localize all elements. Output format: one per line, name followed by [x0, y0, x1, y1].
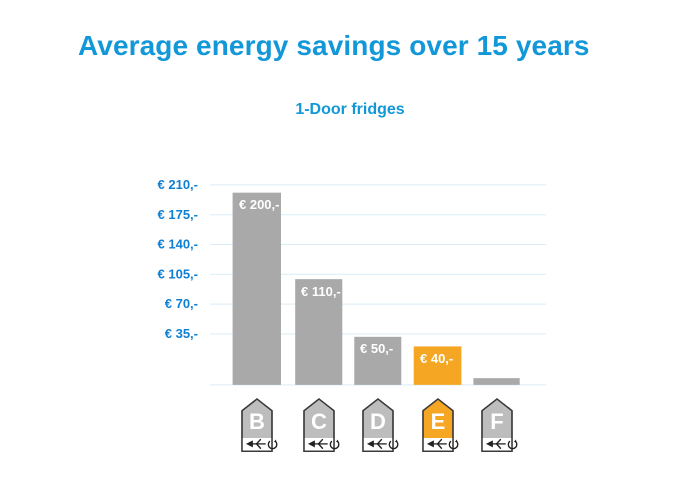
svg-text:B: B — [249, 409, 265, 434]
svg-text:E: E — [431, 409, 446, 434]
svg-text:€ 110,-: € 110,- — [301, 284, 341, 299]
svg-text:F: F — [490, 409, 503, 434]
svg-text:€ 35,-: € 35,- — [165, 326, 198, 341]
svg-text:€ 105,-: € 105,- — [158, 266, 198, 281]
svg-text:€ 70,-: € 70,- — [165, 296, 198, 311]
svg-text:€ 210,-: € 210,- — [158, 177, 198, 192]
svg-text:C: C — [311, 409, 327, 434]
svg-text:€ 200,-: € 200,- — [239, 197, 279, 212]
svg-text:€ 175,-: € 175,- — [158, 207, 198, 222]
svg-text:€ 50,-: € 50,- — [360, 341, 393, 356]
svg-text:€ 140,-: € 140,- — [158, 237, 198, 252]
svg-text:€ 40,-: € 40,- — [420, 351, 453, 366]
svg-text:D: D — [370, 409, 386, 434]
